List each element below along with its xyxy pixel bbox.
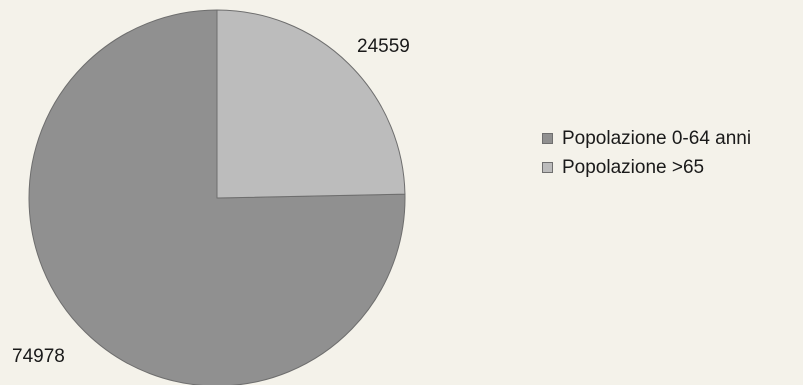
pie-slice-over-65 [216, 9, 406, 199]
legend-swatch-over-65 [542, 162, 553, 173]
data-label-0-64: 74978 [12, 346, 65, 367]
data-label-over-65: 24559 [357, 36, 410, 57]
legend-label-0-64: Popolazione 0-64 anni [562, 128, 752, 149]
legend-item-over-65: Popolazione >65 [542, 153, 751, 182]
legend-swatch-0-64 [542, 133, 553, 144]
legend-item-0-64: Popolazione 0-64 anni [542, 124, 751, 153]
legend-label-over-65: Popolazione >65 [562, 157, 705, 178]
chart-legend: Popolazione 0-64 anni Popolazione >65 [542, 124, 751, 182]
